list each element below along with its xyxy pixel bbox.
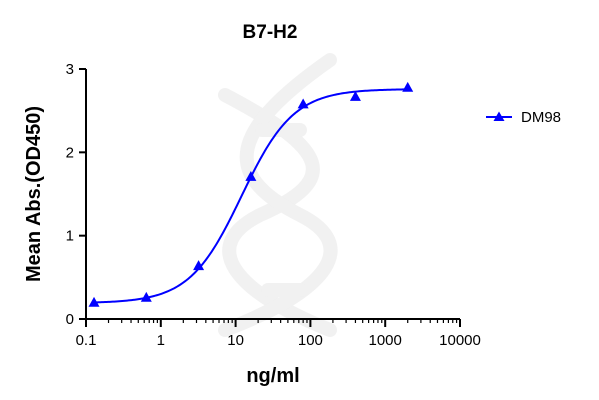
y-tick-label: 3 <box>66 61 74 78</box>
dna-watermark-icon <box>218 53 338 337</box>
y-tick-label: 1 <box>66 228 74 245</box>
y-tick-label: 0 <box>66 311 74 328</box>
data-point-triangle <box>349 91 361 101</box>
data-point-triangle <box>402 81 414 92</box>
x-tick-label: 0.1 <box>76 332 97 349</box>
x-tick-label: 10000 <box>439 332 481 349</box>
data-points-group <box>88 81 414 307</box>
data-point-triangle <box>88 296 100 307</box>
x-tick-label: 100 <box>298 332 323 349</box>
data-point-triangle <box>140 291 152 302</box>
y-axis-title: Mean Abs.(OD450) <box>23 106 45 282</box>
data-point-triangle <box>193 260 205 271</box>
x-axis-title: ng/ml <box>246 365 299 387</box>
y-tick-label: 2 <box>66 144 74 161</box>
x-tick-label: 10 <box>227 332 244 349</box>
data-point-triangle <box>297 98 309 109</box>
chart-title: B7-H2 <box>243 22 298 43</box>
x-tick-label: 1000 <box>369 332 402 349</box>
legend: DM98 <box>486 109 561 126</box>
axes: 0 1 2 3 0.1 1 10 100 1000 10000 <box>66 61 481 349</box>
data-point-triangle <box>245 171 257 181</box>
legend-marker <box>493 111 505 121</box>
x-tick-label: 1 <box>157 332 165 349</box>
legend-label: DM98 <box>521 109 561 126</box>
